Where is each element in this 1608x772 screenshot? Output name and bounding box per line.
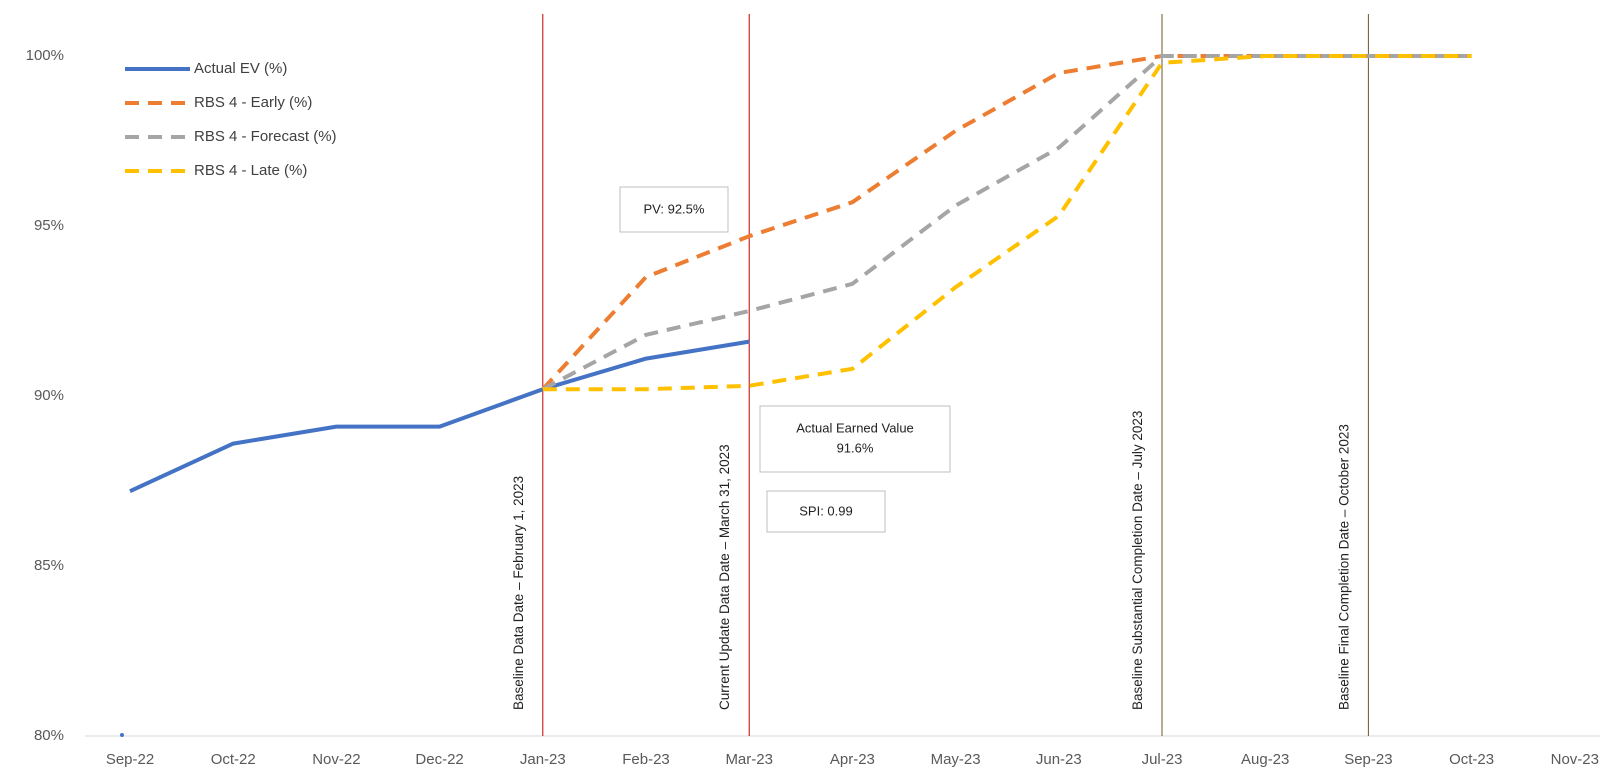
y-tick-label: 100% (26, 47, 64, 64)
legend-label: RBS 4 - Early (%) (194, 94, 312, 111)
x-tick-label: Nov-22 (312, 751, 360, 768)
vertical-markers: Baseline Data Date – February 1, 2023 Cur… (511, 14, 1369, 736)
earned-value-number: 91.6% (837, 440, 874, 455)
earned-value-annotation: Actual Earned Value 91.6% (760, 406, 950, 472)
y-tick-label: 95% (34, 217, 64, 234)
y-axis: 80% 85% 90% 95% 100% (26, 47, 64, 744)
pv-annotation-text: PV: 92.5% (644, 201, 705, 216)
x-tick-label: Nov-23 (1551, 751, 1599, 768)
x-tick-label: Jan-23 (520, 751, 566, 768)
vertical-marker-label: Baseline Final Completion Date – October… (1336, 424, 1351, 710)
x-tick-label: Mar-23 (725, 751, 773, 768)
spi-annotation: SPI: 0.99 (767, 491, 885, 532)
x-tick-label: Apr-23 (830, 751, 875, 768)
x-axis: Sep-22 Oct-22 Nov-22 Dec-22 Jan-23 Feb-23 Mar-… (106, 751, 1599, 768)
legend-label: RBS 4 - Forecast (%) (194, 128, 337, 145)
legend-label: RBS 4 - Late (%) (194, 162, 307, 179)
y-tick-label: 80% (34, 727, 64, 744)
x-tick-label: Sep-23 (1344, 751, 1392, 768)
series-line (130, 342, 749, 492)
legend-label: Actual EV (%) (194, 60, 287, 77)
earned-value-annotation-box (760, 406, 950, 472)
pv-annotation: PV: 92.5% (620, 187, 728, 232)
x-tick-label: Oct-22 (211, 751, 256, 768)
vertical-marker-label: Current Update Data Date – March 31, 202… (717, 444, 732, 710)
x-tick-label: Feb-23 (622, 751, 670, 768)
spi-annotation-text: SPI: 0.99 (799, 503, 852, 518)
x-tick-label: Sep-22 (106, 751, 154, 768)
y-tick-label: 85% (34, 557, 64, 574)
y-tick-label: 90% (34, 387, 64, 404)
legend: Actual EV (%) RBS 4 - Early (%) RBS 4 - Fo… (125, 60, 337, 179)
earned-value-label: Actual Earned Value (796, 420, 914, 435)
data-point (120, 733, 124, 737)
x-tick-label: Jun-23 (1036, 751, 1082, 768)
vertical-marker-label: Baseline Data Date – February 1, 2023 (511, 476, 526, 710)
x-tick-label: Jul-23 (1142, 751, 1183, 768)
x-tick-label: Dec-22 (415, 751, 463, 768)
vertical-marker-label: Baseline Substantial Completion Date – J… (1130, 411, 1145, 710)
x-tick-label: Aug-23 (1241, 751, 1289, 768)
x-tick-label: Oct-23 (1449, 751, 1494, 768)
x-tick-label: May-23 (931, 751, 981, 768)
